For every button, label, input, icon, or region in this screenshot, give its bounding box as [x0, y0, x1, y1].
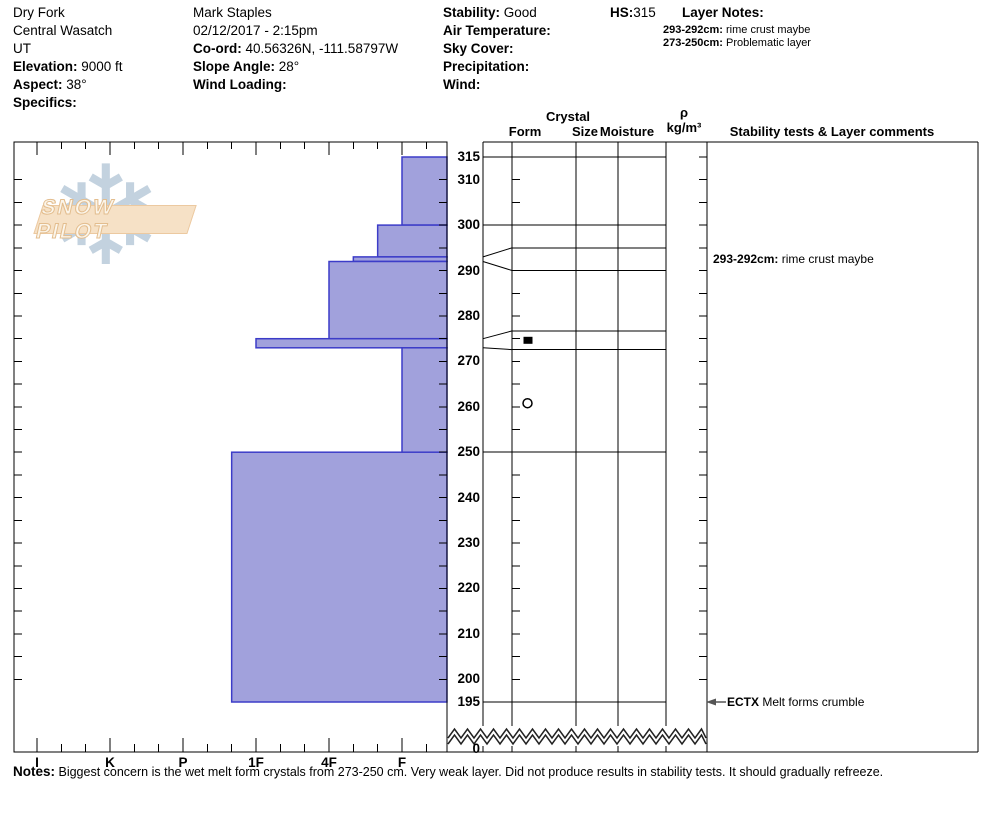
- hs-label: HS:: [610, 5, 634, 20]
- layer-note-2: 273-250cm: Problematic layer: [663, 37, 811, 50]
- site-state: UT: [13, 41, 31, 56]
- layer-bar: [255, 337, 448, 349]
- hs-value: 315: [633, 5, 656, 20]
- grain-symbol-rime-crust: [523, 336, 533, 344]
- precipitation-line: Precipitation:: [443, 58, 551, 76]
- depth-label-250: 250: [457, 444, 480, 460]
- layer-note-1-text: rime crust maybe: [722, 24, 811, 36]
- elevation-label: Elevation:: [13, 59, 78, 74]
- hardness-label-4F: 4F: [321, 755, 337, 770]
- observer-info-block: Mark Staples 02/12/2017 - 2:15pm Co-ord:…: [193, 4, 398, 94]
- coord-line: Co-ord: 40.56326N, -111.58797W: [193, 40, 398, 58]
- layer-comment-1: 293-292cm: rime crust maybe: [713, 252, 874, 266]
- depth-label-290: 290: [457, 262, 480, 278]
- depth-label-260: 260: [457, 398, 480, 414]
- stability-value: Good: [500, 5, 537, 20]
- notes-line: Notes: Biggest concern is the wet melt f…: [13, 764, 883, 779]
- air-temp-line: Air Temperature:: [443, 22, 551, 40]
- observation-datetime: 02/12/2017 - 2:15pm: [193, 23, 318, 38]
- layer-comment-bold: ECTX: [727, 695, 760, 709]
- depth-label-195: 195: [457, 694, 480, 709]
- hardness-label-1F: 1F: [248, 755, 264, 770]
- depth-label-230: 230: [457, 535, 480, 551]
- precipitation-label: Precipitation:: [443, 59, 530, 74]
- hardness-label-I: I: [35, 755, 39, 770]
- specifics-label: Specifics:: [13, 95, 77, 110]
- depth-label-200: 200: [457, 671, 480, 687]
- aspect-label: Aspect:: [13, 77, 63, 92]
- column-header-form: Form: [508, 124, 542, 139]
- depth-label-270: 270: [457, 353, 480, 369]
- sky-cover-label: Sky Cover:: [443, 41, 514, 56]
- column-header-density-units: kg/m³: [666, 120, 702, 135]
- conditions-block: Stability: Good Air Temperature: Sky Cov…: [443, 4, 551, 94]
- air-temp-label: Air Temperature:: [443, 23, 551, 38]
- slope-angle-line: Slope Angle: 28°: [193, 58, 398, 76]
- callout-line: [482, 330, 513, 340]
- layer-comment-text: Melt forms crumble: [759, 695, 865, 709]
- wind-loading-line: Wind Loading:: [193, 76, 398, 94]
- column-header-density-symbol: ρ: [679, 105, 689, 120]
- hardness-label-P: P: [178, 755, 188, 770]
- wind-label: Wind:: [443, 77, 481, 92]
- layer-note-2-text: Problematic layer: [722, 37, 811, 49]
- hardness-label-F: F: [397, 755, 407, 770]
- layer-note-1-range: 293-292cm:: [663, 24, 723, 36]
- layer-bar: [328, 260, 448, 340]
- callout-line: [482, 261, 513, 271]
- layer-note-1: 293-292cm: rime crust maybe: [663, 24, 810, 37]
- hardness-label-K: K: [105, 755, 115, 770]
- ectx-arrow-head: [706, 698, 716, 706]
- hs-line: HS:315: [610, 4, 656, 22]
- layer-bar: [352, 256, 448, 263]
- scale-break-zigzag: [447, 727, 707, 740]
- scale-break-zigzag: [447, 733, 707, 746]
- depth-label-300: 300: [457, 217, 480, 233]
- layer-comment-bold: 293-292cm:: [713, 252, 779, 267]
- site-region: Central Wasatch: [13, 23, 113, 38]
- depth-label-240: 240: [457, 489, 480, 505]
- layer-comment-text: rime crust maybe: [778, 252, 874, 267]
- depth-label-280: 280: [457, 307, 480, 323]
- notes-label: Notes:: [13, 764, 56, 779]
- site-name: Dry Fork: [13, 5, 65, 20]
- layer-bar: [230, 451, 448, 703]
- wind-loading-label: Wind Loading:: [193, 77, 287, 92]
- stability-line: Stability: Good: [443, 4, 551, 22]
- specifics-line: Specifics:: [13, 94, 123, 112]
- sky-cover-line: Sky Cover:: [443, 40, 551, 58]
- coord-label: Co-ord:: [193, 41, 242, 56]
- stability-label: Stability:: [443, 5, 501, 20]
- slope-angle-label: Slope Angle:: [193, 59, 276, 74]
- column-header-moisture: Moisture: [599, 124, 655, 139]
- notes-text: Biggest concern is the wet melt form cry…: [55, 765, 884, 779]
- elevation-line: Elevation: 9000 ft: [13, 58, 123, 76]
- coord-value: 40.56326N, -111.58797W: [241, 41, 399, 56]
- elevation-value: 9000 ft: [77, 59, 123, 74]
- slope-angle-value: 28°: [275, 59, 300, 74]
- layer-note-2-range: 273-250cm:: [663, 37, 723, 49]
- layer-bar: [376, 224, 448, 258]
- aspect-value: 38°: [62, 77, 87, 92]
- wind-line: Wind:: [443, 76, 551, 94]
- column-header-comments: Stability tests & Layer comments: [729, 124, 935, 139]
- observer-name: Mark Staples: [193, 5, 272, 20]
- aspect-line: Aspect: 38°: [13, 76, 123, 94]
- column-header-size: Size: [571, 124, 598, 139]
- layer-comment-2: ECTX Melt forms crumble: [727, 695, 864, 709]
- depth-label-315: 315: [457, 149, 480, 164]
- depth-label-310: 310: [457, 171, 480, 187]
- depth-label-220: 220: [457, 580, 480, 596]
- layer-bar: [401, 156, 448, 226]
- layer-notes-title: Layer Notes:: [682, 5, 764, 20]
- grain-symbol-melt-forms: [522, 397, 533, 409]
- callout-line: [482, 347, 513, 351]
- site-info-block: Dry Fork Central Wasatch UT Elevation: 9…: [13, 4, 123, 112]
- callout-line: [482, 247, 513, 258]
- column-header-crystal: Crystal: [545, 109, 591, 124]
- depth-label-ground: 0: [472, 741, 480, 756]
- depth-label-210: 210: [457, 625, 480, 641]
